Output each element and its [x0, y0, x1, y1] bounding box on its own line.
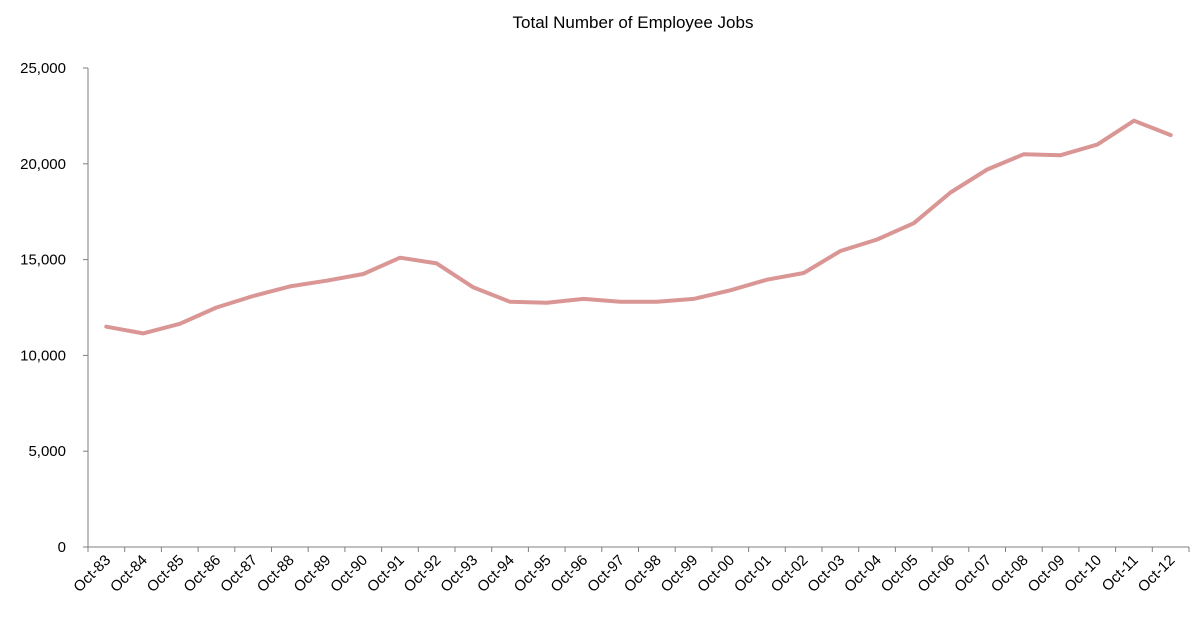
y-tick-label: 20,000 — [20, 156, 66, 173]
x-tick-label: Oct-03 — [804, 552, 848, 596]
x-tick-label: Oct-11 — [1099, 552, 1142, 595]
data-point — [655, 300, 659, 304]
x-tick-label: Oct-00 — [694, 552, 738, 596]
x-tick-label: Oct-04 — [841, 552, 885, 596]
data-point — [1022, 152, 1026, 156]
x-tick-label: Oct-94 — [474, 552, 518, 596]
series-line — [104, 118, 1173, 336]
x-tick-label: Oct-07 — [951, 552, 995, 596]
x-tick-label: Oct-02 — [768, 552, 812, 596]
y-tick-label: 15,000 — [20, 252, 66, 269]
data-point — [104, 325, 108, 329]
y-tick-label: 10,000 — [20, 347, 66, 364]
data-point — [435, 261, 439, 265]
chart-title: Total Number of Employee Jobs — [513, 13, 754, 32]
data-point — [912, 221, 916, 225]
x-tick-label: Oct-93 — [437, 552, 481, 596]
data-point — [471, 285, 475, 289]
x-tick-label: Oct-89 — [291, 552, 335, 596]
x-tick-label: Oct-86 — [180, 552, 224, 596]
x-tick-label: Oct-87 — [217, 552, 261, 596]
data-point — [618, 300, 622, 304]
data-point — [178, 322, 182, 326]
x-tick-label: Oct-01 — [731, 552, 775, 596]
x-tick-label: Oct-12 — [1135, 552, 1179, 596]
data-point — [141, 331, 145, 335]
data-point — [875, 237, 879, 241]
data-point — [1059, 153, 1063, 157]
data-point — [1095, 143, 1099, 147]
data-point — [1132, 119, 1136, 123]
x-tick-label: Oct-98 — [621, 552, 665, 596]
data-point — [1169, 133, 1173, 137]
x-tick-label: Oct-96 — [547, 552, 591, 596]
x-tick-label: Oct-92 — [401, 552, 445, 596]
x-tick-label: Oct-08 — [988, 552, 1032, 596]
data-point — [251, 294, 255, 298]
data-point — [361, 272, 365, 276]
x-tick-label: Oct-88 — [254, 552, 298, 596]
data-point — [985, 168, 989, 172]
data-point — [508, 300, 512, 304]
data-point — [581, 297, 585, 301]
x-tick-label: Oct-09 — [1025, 552, 1069, 596]
data-point — [948, 191, 952, 195]
x-tick-label: Oct-95 — [511, 552, 555, 596]
y-axis: 0 5,000 10,000 15,000 20,000 25,000 — [20, 60, 89, 556]
x-tick-label: Oct-05 — [878, 552, 922, 596]
x-tick-label: Oct-06 — [914, 552, 958, 596]
y-tick-label: 25,000 — [20, 60, 66, 77]
data-point — [398, 256, 402, 260]
data-point — [692, 297, 696, 301]
x-tick-label: Oct-85 — [144, 552, 188, 596]
x-tick-label: Oct-83 — [70, 552, 114, 596]
data-point — [838, 249, 842, 253]
y-tick-label: 0 — [58, 539, 66, 556]
x-tick-label: Oct-97 — [584, 552, 628, 596]
x-tick-label: Oct-91 — [364, 552, 408, 596]
data-point — [288, 284, 292, 288]
x-tick-label: Oct-10 — [1061, 552, 1105, 596]
y-tick-label: 5,000 — [28, 443, 66, 460]
data-point — [802, 271, 806, 275]
x-tick-label: Oct-90 — [327, 552, 371, 596]
x-axis: Oct-83Oct-84Oct-85Oct-86Oct-87Oct-88Oct-… — [70, 546, 1190, 596]
data-point — [728, 288, 732, 292]
x-tick-label: Oct-84 — [107, 552, 151, 596]
x-tick-label: Oct-99 — [658, 552, 702, 596]
data-point — [325, 279, 329, 283]
data-point — [545, 301, 549, 305]
series-group — [104, 118, 1173, 336]
data-point — [214, 306, 218, 310]
data-point — [765, 278, 769, 282]
